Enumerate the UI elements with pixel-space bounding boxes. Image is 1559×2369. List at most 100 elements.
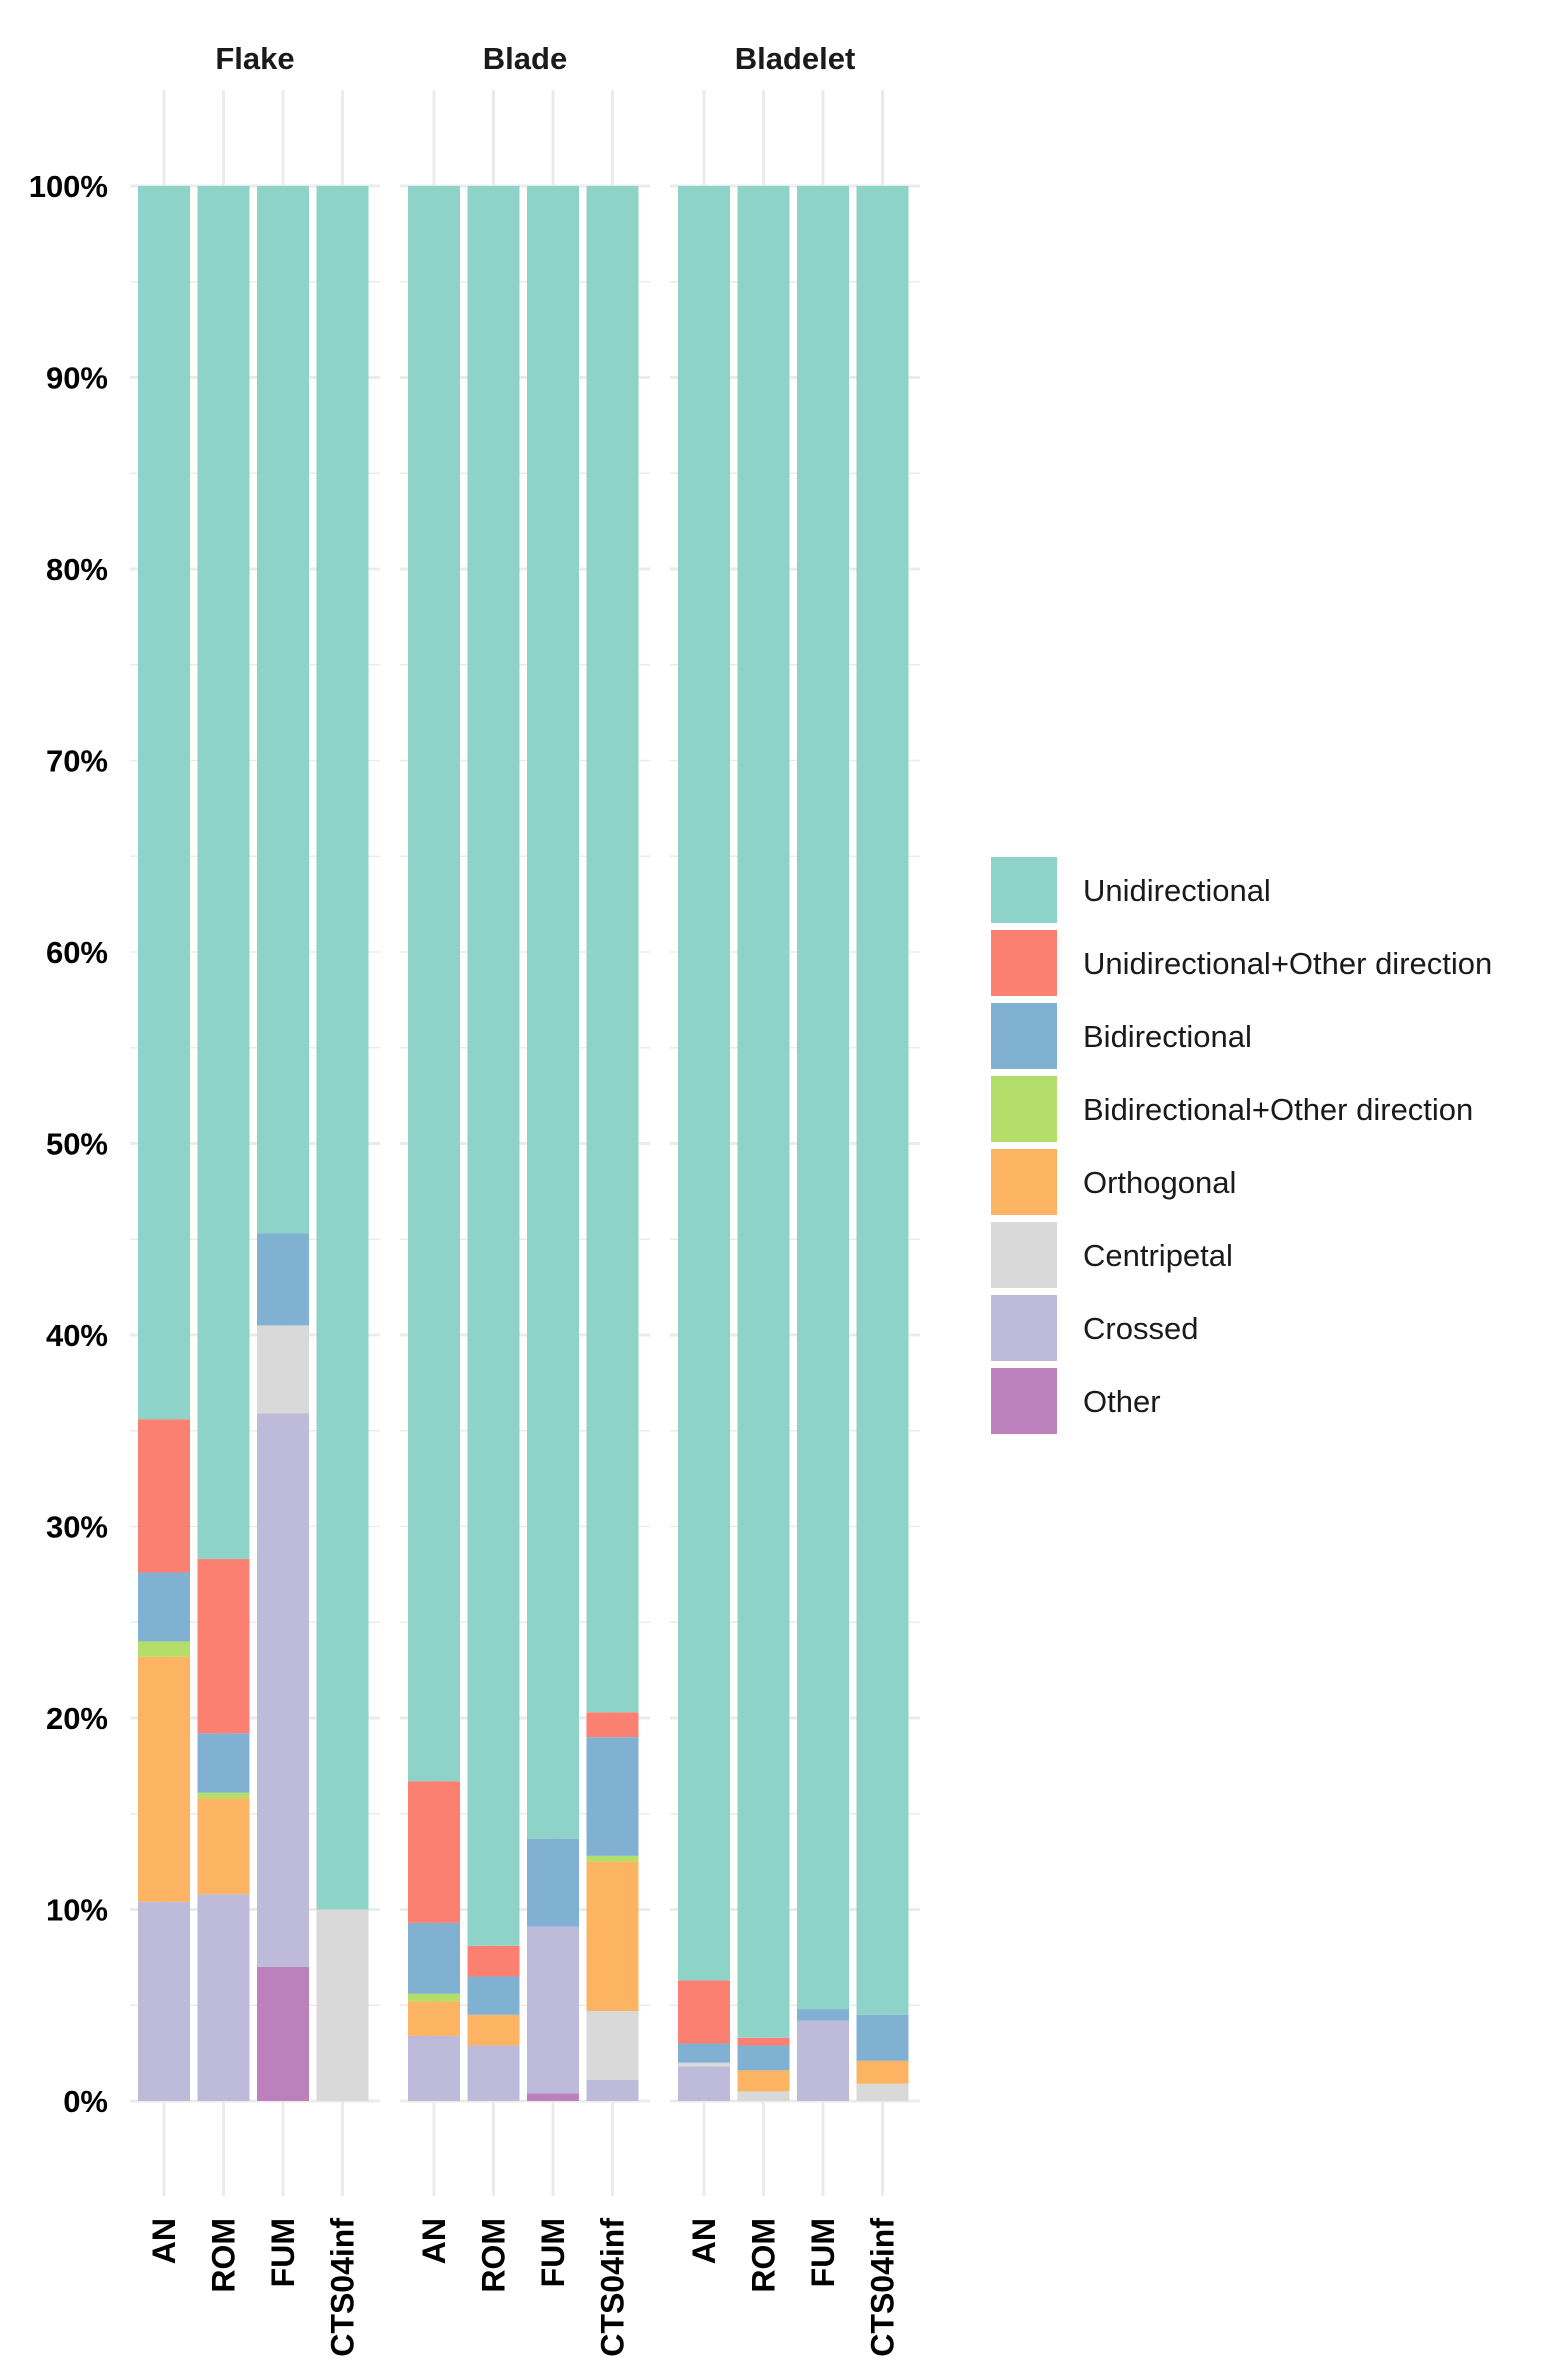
x-tick-label: FUM [535, 2218, 571, 2287]
bar-segment-blade-rom-bidirectional [467, 1976, 520, 2015]
bar-segment-flake-an-bidirectional [138, 1572, 190, 1642]
bar-segment-bladelet-an-crossed [678, 2066, 730, 2101]
y-tick-label: 90% [46, 361, 108, 396]
y-tick-label: 80% [46, 552, 108, 587]
bar-segment-flake-rom-unidirectional [197, 186, 250, 1560]
y-tick-label: 30% [46, 1510, 108, 1545]
bar-segment-bladelet-cts04inf-orthogonal [856, 2060, 909, 2084]
x-tick-label: AN [416, 2218, 452, 2264]
x-tick-label: FUM [805, 2218, 841, 2287]
legend-label: Unidirectional [1083, 873, 1271, 908]
x-tick-label: FUM [265, 2218, 301, 2287]
y-tick-label: 60% [46, 935, 108, 970]
bar-segment-flake-cts04inf-unidirectional [316, 186, 369, 1910]
legend-key [991, 930, 1057, 996]
bar-segment-blade-an-unidirectional-other-direction [408, 1781, 460, 1923]
bar-segment-bladelet-an-unidirectional-other-direction [678, 1980, 730, 2044]
facet-title-flake: Flake [215, 41, 294, 76]
bar-segment-bladelet-an-bidirectional [678, 2043, 730, 2063]
bar-segment-bladelet-cts04inf-centripetal [856, 2083, 909, 2101]
bar-segment-flake-rom-crossed [197, 1894, 250, 2101]
bar-segment-flake-an-crossed [138, 1901, 190, 2101]
bar-segment-bladelet-cts04inf-bidirectional [856, 2014, 909, 2061]
legend-label: Bidirectional [1083, 1019, 1252, 1054]
bar-segment-bladelet-an-unidirectional [678, 186, 730, 1981]
legend-key [991, 1368, 1057, 1434]
bar-segment-bladelet-rom-centripetal [737, 2091, 790, 2101]
bar-segment-blade-rom-crossed [467, 2045, 520, 2101]
bar-segment-blade-rom-orthogonal [467, 2014, 520, 2046]
bar-segment-blade-an-unidirectional [408, 186, 460, 1782]
legend-key [991, 1003, 1057, 1069]
legend-label: Bidirectional+Other direction [1083, 1092, 1473, 1127]
x-tick-label: ROM [206, 2218, 242, 2293]
bar-segment-blade-fum-crossed [527, 1926, 579, 2094]
bar-segment-blade-rom-unidirectional [467, 186, 520, 1946]
bar-segment-flake-rom-orthogonal [197, 1798, 250, 1895]
y-tick-label: 100% [29, 169, 108, 204]
facet-title-blade: Blade [483, 41, 567, 76]
facet-titles: Flake Blade Bladelet [215, 41, 855, 76]
x-tick-label: CTS04inf [865, 2218, 901, 2357]
x-axis: AN ROM FUM CTS04inf AN ROM FUM CTS04inf AN ROM FUM… [146, 2218, 901, 2357]
legend-label: Unidirectional+Other direction [1083, 946, 1492, 981]
bar-segment-flake-an-bidirectional-other-direction [138, 1641, 190, 1657]
y-tick-label: 50% [46, 1127, 108, 1162]
bar-segment-flake-fum-unidirectional [257, 186, 309, 1234]
bars-layer [138, 186, 909, 2101]
x-tick-label: CTS04inf [595, 2218, 631, 2357]
x-tick-label: ROM [476, 2218, 512, 2293]
bar-segment-blade-fum-other [527, 2093, 579, 2101]
legend-label: Orthogonal [1083, 1165, 1236, 1200]
bar-segment-bladelet-rom-unidirectional [737, 186, 790, 2038]
bar-segment-bladelet-rom-orthogonal [737, 2070, 790, 2092]
bar-segment-blade-cts04inf-centripetal [586, 2010, 639, 2080]
bar-segment-blade-cts04inf-unidirectional-other-direction [586, 1712, 639, 1738]
legend-label: Centripetal [1083, 1238, 1233, 1273]
bar-segment-blade-rom-unidirectional-other-direction [467, 1945, 520, 1977]
legend-key [991, 1076, 1057, 1142]
bar-segment-bladelet-fum-unidirectional [797, 186, 849, 2010]
bar-segment-flake-an-orthogonal [138, 1656, 190, 1902]
y-tick-label: 10% [46, 1893, 108, 1928]
bar-segment-blade-cts04inf-orthogonal [586, 1861, 639, 2011]
y-tick-label: 0% [63, 2084, 108, 2119]
bar-segment-flake-cts04inf-centripetal [316, 1909, 369, 2101]
bar-segment-blade-cts04inf-bidirectional [586, 1737, 639, 1856]
bar-segment-bladelet-fum-bidirectional [797, 2009, 849, 2021]
x-tick-label: CTS04inf [325, 2218, 361, 2357]
bar-segment-flake-fum-centripetal [257, 1325, 309, 1414]
bar-segment-blade-cts04inf-unidirectional [586, 186, 639, 1713]
bar-segment-blade-fum-unidirectional [527, 186, 579, 1839]
x-tick-label: AN [146, 2218, 182, 2264]
bar-segment-flake-fum-crossed [257, 1413, 309, 1967]
bar-segment-flake-rom-bidirectional [197, 1733, 250, 1793]
bar-segment-flake-an-unidirectional-other-direction [138, 1419, 190, 1573]
bar-segment-flake-rom-bidirectional-other-direction [197, 1792, 250, 1799]
legend-key [991, 1295, 1057, 1361]
bar-segment-bladelet-rom-unidirectional-other-direction [737, 2037, 790, 2046]
bar-segment-bladelet-cts04inf-unidirectional [856, 186, 909, 2015]
bar-segment-flake-fum-other [257, 1966, 309, 2101]
bar-segment-blade-cts04inf-crossed [586, 2079, 639, 2101]
legend: Unidirectional Unidirectional+Other direc… [991, 857, 1492, 1434]
bar-segment-bladelet-fum-crossed [797, 2020, 849, 2101]
y-axis: 0% 10% 20% 30% 40% 50% 60% 70% 80% 90% 100% [29, 169, 108, 2119]
y-tick-label: 70% [46, 744, 108, 779]
bar-segment-blade-an-crossed [408, 2035, 460, 2101]
bar-segment-blade-an-orthogonal [408, 2001, 460, 2036]
bar-segment-flake-rom-unidirectional-other-direction [197, 1559, 250, 1734]
legend-label: Other [1083, 1384, 1161, 1419]
bar-segment-blade-cts04inf-bidirectional-other-direction [586, 1855, 639, 1862]
bar-segment-bladelet-rom-bidirectional [737, 2045, 790, 2071]
legend-key [991, 1222, 1057, 1288]
bar-segment-bladelet-an-centripetal [678, 2062, 730, 2067]
legend-label: Crossed [1083, 1311, 1198, 1346]
bar-segment-blade-an-bidirectional [408, 1922, 460, 1994]
legend-key [991, 857, 1057, 923]
bar-segment-blade-an-bidirectional-other-direction [408, 1993, 460, 2002]
bar-segment-blade-fum-bidirectional [527, 1838, 579, 1927]
bar-segment-flake-an-unidirectional [138, 186, 190, 1420]
